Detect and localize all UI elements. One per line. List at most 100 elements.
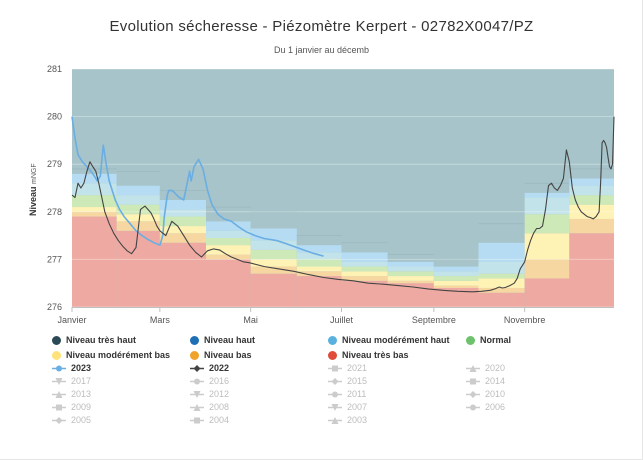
band-9-3 xyxy=(478,273,525,279)
legend-item[interactable]: 2021 xyxy=(328,362,367,374)
legend-dot-icon xyxy=(190,350,199,360)
band-8-1 xyxy=(433,285,479,288)
legend-item[interactable]: 2012 xyxy=(190,388,229,400)
legend-line-icon xyxy=(328,364,342,373)
band-3-4 xyxy=(206,230,251,238)
x-tick-label: Novembre xyxy=(504,315,546,325)
band-1-3 xyxy=(116,204,160,215)
legend-label: 2020 xyxy=(485,363,506,373)
band-7-4 xyxy=(387,266,434,272)
legend-item[interactable]: 2007 xyxy=(328,401,367,413)
legend-line-icon xyxy=(466,364,480,373)
band-11-5 xyxy=(569,178,614,186)
band-1-6 xyxy=(116,171,160,186)
legend-item[interactable]: 2003 xyxy=(328,414,367,426)
band-7-2 xyxy=(387,276,434,281)
x-tick-label: Mai xyxy=(243,315,258,325)
legend-item[interactable]: Niveau modérément bas xyxy=(52,349,170,361)
band-4-0 xyxy=(250,273,297,307)
legend-item[interactable]: Niveau modérément haut xyxy=(328,334,450,346)
legend-item[interactable]: 2022 xyxy=(190,362,229,374)
x-tick-label: Janvier xyxy=(57,315,86,325)
series-line-2023 xyxy=(71,116,324,257)
band-8-6 xyxy=(433,259,479,267)
legend-item[interactable]: 2006 xyxy=(466,401,505,413)
legend-line-icon xyxy=(190,364,204,373)
y-tick-label: 280 xyxy=(47,112,62,122)
band-4-1 xyxy=(250,266,297,274)
band-6-2 xyxy=(341,271,388,277)
band-0-2 xyxy=(72,207,117,212)
band-10-6 xyxy=(524,183,570,193)
legend-item[interactable]: 2017 xyxy=(52,375,91,387)
legend-label: 2003 xyxy=(347,415,368,425)
legend-label: Niveau modérément haut xyxy=(342,335,450,345)
legend-dot-icon xyxy=(52,335,61,345)
legend-label: 2006 xyxy=(485,402,506,412)
legend-item[interactable]: Niveau très bas xyxy=(328,349,409,361)
y-tick-label: 277 xyxy=(47,254,62,264)
legend-line-icon xyxy=(52,364,66,373)
legend-line-icon xyxy=(328,377,342,386)
band-8-0 xyxy=(433,287,479,307)
legend-line-icon xyxy=(190,403,204,412)
band-10-4 xyxy=(524,197,570,215)
band-9-6 xyxy=(478,223,525,243)
legend-item[interactable]: 2014 xyxy=(466,375,505,387)
legend-line-icon xyxy=(52,416,66,425)
legend-label: 2010 xyxy=(485,389,506,399)
legend-label: Normal xyxy=(480,335,512,345)
legend-item[interactable]: 2004 xyxy=(190,414,229,426)
legend-item[interactable]: 2009 xyxy=(52,401,91,413)
legend-line-icon xyxy=(52,377,66,386)
legend-dot-icon xyxy=(328,335,337,345)
legend-label: Niveau très bas xyxy=(342,350,409,360)
legend-dot-icon xyxy=(190,335,199,345)
legend-item[interactable]: 2011 xyxy=(328,388,366,400)
legend-dot-icon xyxy=(328,350,337,360)
legend-item[interactable]: Niveau bas xyxy=(190,349,252,361)
legend-item[interactable]: Normal xyxy=(466,334,511,346)
band-2-2 xyxy=(159,226,207,234)
band-5-3 xyxy=(296,259,342,267)
band-5-0 xyxy=(296,276,342,307)
band-4-5 xyxy=(250,228,297,241)
band-11-4 xyxy=(569,185,614,196)
legend-label: 2007 xyxy=(347,402,368,412)
x-tick-label: Juillet xyxy=(330,315,354,325)
legend-label: 2008 xyxy=(209,402,230,412)
legend-item[interactable]: 2023 xyxy=(52,362,91,374)
y-axis-unit: mNGF xyxy=(31,163,38,184)
legend-item[interactable]: 2013 xyxy=(52,388,91,400)
legend-item[interactable]: Niveau très haut xyxy=(52,334,136,346)
legend-line-icon xyxy=(52,403,66,412)
legend-label: 2011 xyxy=(347,389,367,399)
legend-item[interactable]: 2016 xyxy=(190,375,229,387)
band-9-0 xyxy=(478,292,525,307)
legend-item[interactable]: 2010 xyxy=(466,388,505,400)
legend-item[interactable]: 2008 xyxy=(190,401,229,413)
band-4-4 xyxy=(250,240,297,250)
legend-label: 2009 xyxy=(71,402,92,412)
legend-item[interactable]: 2005 xyxy=(52,414,91,426)
band-6-4 xyxy=(341,261,388,267)
band-3-2 xyxy=(206,245,251,255)
band-11-6 xyxy=(569,168,614,179)
band-1-2 xyxy=(116,214,160,222)
legend-item[interactable]: 2015 xyxy=(328,375,367,387)
legend-label: Niveau bas xyxy=(204,350,252,360)
band-11-1 xyxy=(569,218,614,234)
band-8-2 xyxy=(433,280,479,286)
legend-item[interactable]: Niveau haut xyxy=(190,334,255,346)
band-4-6 xyxy=(250,211,297,229)
legend-label: 2004 xyxy=(209,415,230,425)
band-2-5 xyxy=(159,199,207,210)
legend-item[interactable]: 2020 xyxy=(466,362,505,374)
band-3-6 xyxy=(206,207,251,222)
x-tick-label: Septembre xyxy=(412,315,456,325)
band-3-5 xyxy=(206,221,251,231)
band-9-4 xyxy=(478,261,525,274)
legend-label: 2012 xyxy=(209,389,230,399)
legend-label: Niveau très haut xyxy=(66,335,137,345)
legend-line-icon xyxy=(190,416,204,425)
